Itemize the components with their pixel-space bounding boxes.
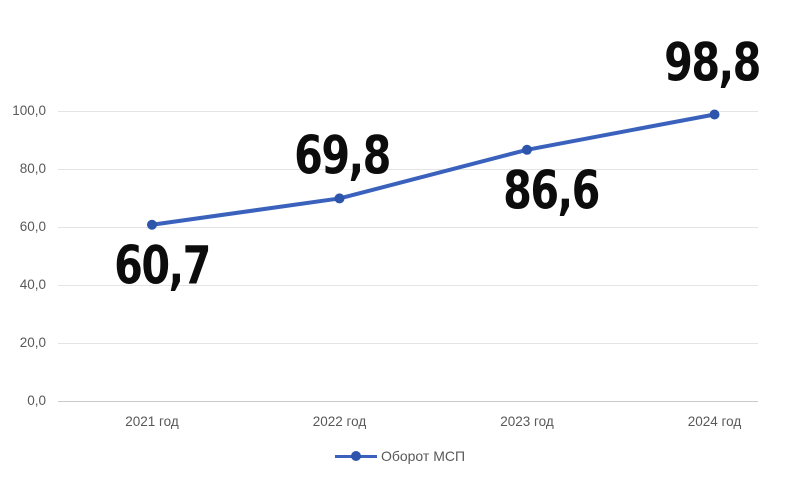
x-tick-2022: 2022 год [312, 414, 367, 429]
legend-label: Оборот МСП [380, 448, 466, 464]
gridline-80 [58, 168, 758, 170]
gridline-40 [58, 284, 758, 286]
y-tick-0: 0,0 [27, 393, 46, 408]
y-tick-100: 100,0 [12, 103, 46, 118]
y-tick-20: 20,0 [19, 335, 46, 350]
data-label-2021: 60,7 [114, 235, 211, 297]
gridline-20 [58, 342, 758, 344]
gridline-60 [58, 226, 758, 228]
legend-line-marker-icon [334, 450, 377, 462]
y-tick-80: 80,0 [19, 161, 46, 176]
gridline-100 [58, 111, 758, 112]
data-label-2022: 69,8 [294, 125, 391, 187]
x-tick-2023: 2023 год [500, 414, 554, 429]
y-tick-40: 40,0 [19, 277, 46, 292]
x-axis-line [58, 401, 758, 402]
data-label-2024: 98,8 [664, 32, 761, 94]
x-tick-2021: 2021 год [125, 414, 179, 429]
y-tick-60: 60,0 [19, 219, 46, 234]
x-tick-2024: 2024 год [687, 414, 742, 429]
data-label-2023: 86,6 [503, 160, 600, 222]
legend: Оборот МСП [0, 448, 800, 464]
